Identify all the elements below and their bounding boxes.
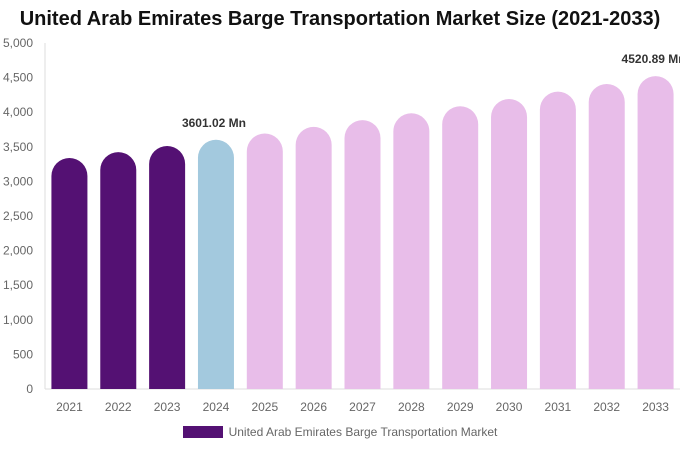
x-tick-label: 2033 — [642, 400, 669, 414]
y-tick-label: 4,500 — [3, 71, 33, 85]
bar-2021 — [51, 158, 88, 389]
x-tick-label: 2028 — [398, 400, 425, 414]
x-tick-label: 2021 — [56, 400, 83, 414]
x-tick-label: 2022 — [105, 400, 132, 414]
bar-2025 — [246, 133, 283, 389]
legend: United Arab Emirates Barge Transportatio… — [0, 425, 680, 439]
y-tick-label: 1,500 — [3, 278, 33, 292]
x-tick-label: 2029 — [447, 400, 474, 414]
data-label-2024: 3601.02 Mn — [182, 116, 246, 130]
y-tick-label: 5,000 — [3, 36, 33, 50]
bar-2026 — [295, 126, 332, 389]
y-tick-label: 0 — [26, 382, 33, 396]
bar-2027 — [344, 120, 381, 389]
y-tick-label: 3,000 — [3, 174, 33, 188]
bar-2028 — [393, 113, 430, 390]
bar-2033 — [637, 76, 674, 389]
bar-2029 — [442, 106, 479, 389]
y-tick-label: 2,500 — [3, 209, 33, 223]
x-tick-label: 2026 — [300, 400, 327, 414]
bar-2024 — [197, 139, 234, 389]
y-tick-label: 1,000 — [3, 313, 33, 327]
bar-2031 — [539, 91, 576, 389]
x-tick-label: 2025 — [251, 400, 278, 414]
y-tick-label: 3,500 — [3, 140, 33, 154]
bar-2030 — [491, 98, 528, 389]
x-tick-label: 2024 — [203, 400, 230, 414]
x-tick-label: 2027 — [349, 400, 376, 414]
y-tick-label: 4,000 — [3, 105, 33, 119]
legend-label: United Arab Emirates Barge Transportatio… — [228, 425, 498, 439]
legend-swatch — [182, 426, 223, 438]
y-tick-label: 500 — [13, 347, 33, 361]
x-tick-label: 2031 — [545, 400, 572, 414]
bar-2032 — [588, 83, 625, 389]
data-label-2033: 4520.89 Mn — [622, 52, 680, 66]
x-tick-label: 2023 — [154, 400, 181, 414]
x-tick-label: 2030 — [496, 400, 523, 414]
chart-title: United Arab Emirates Barge Transportatio… — [19, 8, 661, 30]
bar-2022 — [100, 152, 137, 389]
x-tick-label: 2032 — [593, 400, 620, 414]
bar-2023 — [149, 146, 186, 389]
y-tick-label: 2,000 — [3, 244, 33, 258]
